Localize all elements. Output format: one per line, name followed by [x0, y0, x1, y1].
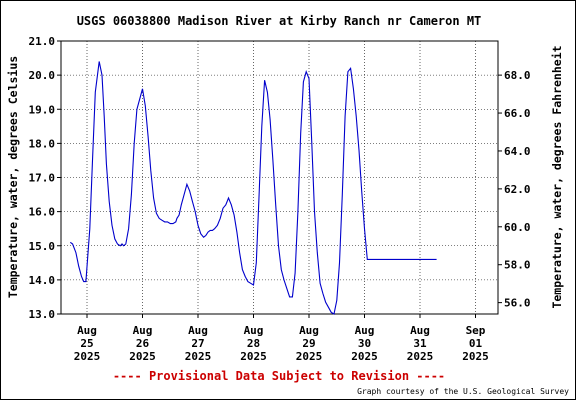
y-axis-left-ticks: 21.0 20.0 19.0 18.0 17.0 16.0 15.0 14.0 13.0 [29, 35, 61, 321]
y-right-tick-label: 62.0 [504, 183, 531, 196]
y-right-tick-label: 56.0 [504, 297, 531, 310]
x-tick-label: 26 [136, 337, 150, 350]
y-right-tick-label: 66.0 [504, 107, 531, 120]
x-tick-label: 01 [469, 337, 483, 350]
chart-title: USGS 06038800 Madison River at Kirby Ran… [77, 14, 482, 28]
y-left-tick-label: 14.0 [29, 274, 56, 287]
provisional-notice: ---- Provisional Data Subject to Revisio… [113, 369, 445, 383]
y-right-tick-label: 58.0 [504, 259, 531, 272]
x-tick-label: 2025 [296, 350, 323, 363]
x-tick-label: Aug [244, 324, 264, 337]
x-tick-label: Aug [299, 324, 319, 337]
x-tick-label: Aug [188, 324, 208, 337]
y-left-tick-label: 20.0 [29, 69, 56, 82]
x-tick-label: Aug [77, 324, 97, 337]
x-tick-label: 2025 [129, 350, 156, 363]
x-axis-ticks: Aug252025Aug262025Aug272025Aug282025Aug2… [74, 314, 489, 363]
x-tick-label: 29 [302, 337, 315, 350]
x-tick-label: 2025 [351, 350, 378, 363]
x-tick-label: 28 [247, 337, 260, 350]
temperature-series-line [69, 61, 437, 315]
y-axis-left-label: Temperature, water, degrees Celsius [6, 56, 20, 298]
y-left-tick-label: 15.0 [29, 240, 56, 253]
y-left-tick-label: 21.0 [29, 35, 56, 48]
y-left-tick-label: 13.0 [29, 308, 56, 321]
y-left-tick-label: 18.0 [29, 137, 56, 150]
x-tick-label: Aug [355, 324, 375, 337]
y-left-tick-label: 16.0 [29, 206, 56, 219]
x-tick-label: 30 [358, 337, 371, 350]
y-right-tick-label: 68.0 [504, 69, 531, 82]
x-tick-label: 25 [80, 337, 93, 350]
x-tick-label: Sep [466, 324, 486, 337]
x-tick-label: 2025 [462, 350, 489, 363]
y-right-tick-label: 64.0 [504, 145, 531, 158]
y-axis-right-label: Temperature, water, degrees Fahrenheit [550, 45, 564, 308]
x-tick-label: 2025 [240, 350, 267, 363]
x-tick-label: Aug [133, 324, 153, 337]
y-left-tick-label: 19.0 [29, 103, 56, 116]
x-tick-label: 2025 [185, 350, 212, 363]
x-tick-label: 27 [191, 337, 204, 350]
x-tick-label: Aug [410, 324, 430, 337]
courtesy-note: Graph courtesy of the U.S. Geological Su… [357, 387, 569, 396]
y-left-tick-label: 17.0 [29, 172, 56, 185]
x-tick-label: 31 [413, 337, 427, 350]
y-right-tick-label: 60.0 [504, 221, 531, 234]
x-tick-label: 2025 [407, 350, 434, 363]
plot-area [60, 40, 499, 315]
y-axis-right-ticks: 68.0 66.0 64.0 62.0 60.0 58.0 56.0 [498, 69, 531, 310]
x-tick-label: 2025 [74, 350, 101, 363]
